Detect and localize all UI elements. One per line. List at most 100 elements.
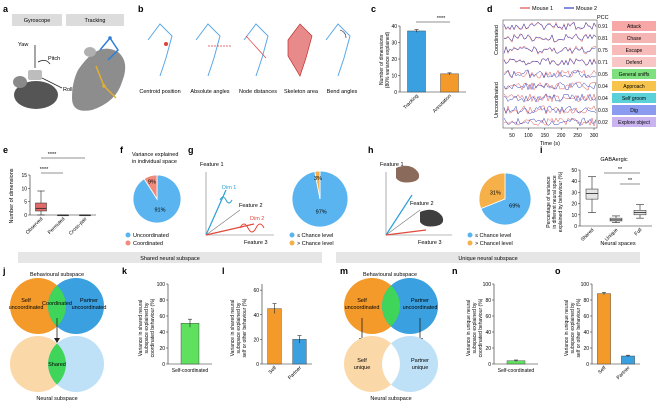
tracking-node — [102, 84, 106, 88]
feature-label-bend: Bend angles — [327, 89, 358, 95]
h-dim1-arrow — [385, 194, 413, 236]
i-y-tick-label: 0 — [574, 224, 577, 230]
trace-mouse2 — [503, 69, 597, 79]
trace-mouse2 — [503, 93, 597, 103]
h-feature-1: Feature 1 — [380, 162, 404, 168]
g-axis-2 — [205, 209, 241, 236]
l-y-tick-label: 0 — [256, 362, 259, 368]
f-title-1: Variance explained — [132, 152, 178, 158]
tab-tracking-bg — [66, 14, 124, 26]
f-legend-swatch-1 — [125, 232, 131, 238]
m-neural-overlap — [382, 343, 400, 385]
trace-lines — [503, 21, 597, 127]
j-behavioural: Behavioural subspace — [30, 272, 84, 278]
panel-e-box-chart: e Number of dimensions **** **** 0 5 10 15 O… — [3, 145, 96, 237]
e-x-tick-label: Observed — [25, 216, 45, 236]
behaviour-swatch — [612, 21, 656, 31]
pcc-value: 0.81 — [598, 36, 608, 42]
o-y-tick-label: 20 — [583, 346, 589, 352]
o-bar — [597, 293, 611, 365]
m-partner-unique-label: Partner unique — [411, 358, 429, 371]
h-dim2-arrow — [385, 229, 427, 236]
feature-label-absolute: Absolute angles — [190, 89, 229, 95]
c-bar — [440, 73, 459, 93]
skeleton-absolute-angles — [195, 23, 232, 77]
d-x-tick-label: 150 — [541, 133, 550, 139]
panel-i-box-chart: i GABAergic Percentage of variancein dif… — [540, 145, 652, 247]
f-legend-swatch-2 — [125, 240, 131, 246]
i-y-tick-label: 40 — [571, 179, 577, 185]
pitch-arrow — [37, 60, 51, 65]
h-mouse-2-illustration — [420, 209, 444, 227]
trace-mouse2 — [503, 81, 597, 91]
e-box — [35, 202, 47, 212]
h-legend-2: > Chancel level — [475, 241, 513, 247]
h-feature-2: Feature 2 — [410, 201, 434, 207]
behaviour-swatch — [612, 81, 656, 91]
panel-b: b Centroid position Absolute angles Node… — [138, 4, 358, 95]
pcc-value: 0.04 — [598, 96, 608, 102]
behaviour-label: Chase — [627, 36, 642, 42]
g-pie-label: 97% — [316, 210, 327, 216]
behaviour-swatch — [612, 105, 656, 115]
tab-gyroscope: Gyroscope — [24, 18, 51, 24]
skeleton-node-distances — [243, 23, 269, 77]
c-significance: **** — [437, 16, 446, 22]
e-sig-1: **** — [48, 152, 57, 158]
i-x-tick-label: Shared — [580, 227, 596, 243]
h-pie-label: 31% — [490, 190, 501, 196]
behaviour-rows: 0.91 Attack 0.81 Chase 0.75 Escape 0.71 Defend 0… — [598, 21, 656, 127]
panel-label-b: b — [138, 4, 144, 14]
h-legend-1: ≤ Chance level — [475, 233, 511, 239]
h-mouse-1-illustration — [396, 165, 420, 183]
d-x-tick-label: 250 — [573, 133, 582, 139]
g-dim1-wave — [219, 196, 233, 204]
i-sig-2: ** — [628, 178, 633, 184]
behaviour-label: Attack — [627, 24, 641, 30]
panel-j-venn: j Behavioural subspace Self uncoordinated… — [2, 266, 106, 402]
i-sig-1: ** — [618, 167, 623, 173]
panel-label-d: d — [487, 4, 493, 14]
m-self-unique-label: Self unique — [354, 358, 371, 371]
banner-shared: Shared neural subspace — [140, 256, 200, 262]
panel-label-i: i — [540, 145, 543, 155]
panel-label-g: g — [188, 145, 194, 155]
panel-label-o: o — [555, 266, 561, 276]
f-pie-label: 91% — [155, 207, 166, 213]
i-y-tick-label: 20 — [571, 202, 577, 208]
n-y-tick-label: 80 — [485, 298, 491, 304]
h-feature-3: Feature 3 — [418, 240, 442, 246]
i-title: GABAergic — [600, 157, 627, 163]
c-y-tick-label: 30 — [391, 41, 397, 47]
l-x-tick-label: Self — [268, 365, 279, 376]
g-feature-1: Feature 1 — [200, 162, 224, 168]
behaviour-swatch — [612, 69, 656, 79]
e-x-tick-label: Cross-pair — [68, 216, 89, 237]
behaviour-label: Defend — [626, 60, 642, 66]
d-x-tick-label: 50 — [509, 133, 515, 139]
m-neural-label: Neural subspace — [370, 396, 411, 402]
d-x-tick-label: 200 — [557, 133, 566, 139]
banner-unique-bg — [336, 252, 640, 263]
behaviour-swatch — [612, 117, 656, 127]
behaviour-label: Dig — [630, 108, 638, 114]
g-legend-swatch-1 — [289, 232, 295, 238]
j-self-label: Self uncoordinated — [9, 298, 44, 311]
behaviour-label: General sniffs — [619, 72, 650, 78]
tracked-mouse-ear — [84, 47, 96, 57]
m-behavioural: Behavioural subspace — [363, 272, 417, 278]
g-legend-2: > Chance level — [297, 241, 334, 247]
pcc-value: 0.03 — [598, 108, 608, 114]
behaviour-swatch — [612, 45, 656, 55]
behaviour-label: Explore object — [618, 120, 650, 126]
pcc-value: 0.02 — [598, 120, 608, 126]
behaviour-swatch — [612, 93, 656, 103]
g-dim1-label: Dim 1 — [222, 185, 236, 191]
k-x-tick-label: Self-coordinated — [172, 368, 209, 374]
k-bar — [180, 323, 200, 365]
behaviour-label: Self groom — [622, 96, 646, 102]
panel-label-k: k — [122, 266, 128, 276]
l-y-tick-label: 60 — [253, 288, 259, 294]
roll-axis — [41, 77, 63, 89]
f-pie-label: 9% — [148, 180, 156, 186]
